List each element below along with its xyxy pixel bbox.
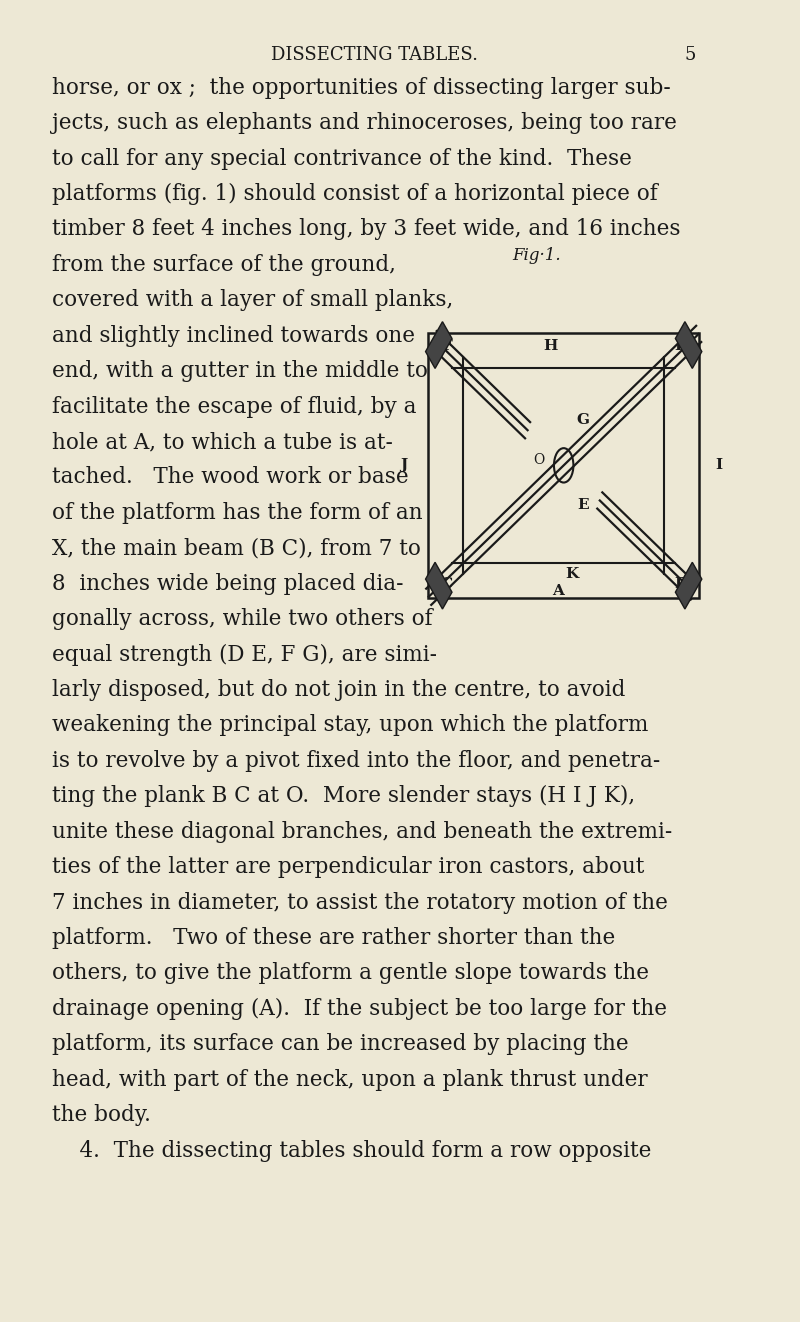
Text: jects, such as elephants and rhinoceroses, being too rare: jects, such as elephants and rhinocerose… xyxy=(52,112,678,134)
Text: K: K xyxy=(566,567,578,580)
Text: ting the plank B C at O.  More slender stays (H I J K),: ting the plank B C at O. More slender st… xyxy=(52,785,635,808)
Polygon shape xyxy=(426,321,452,369)
Text: O: O xyxy=(534,453,545,467)
Text: 8  inches wide being placed dia-: 8 inches wide being placed dia- xyxy=(52,572,404,595)
Text: weakening the principal stay, upon which the platform: weakening the principal stay, upon which… xyxy=(52,714,649,736)
Text: Fig·1.: Fig·1. xyxy=(513,247,561,264)
Text: equal strength (D E, F G), are simi-: equal strength (D E, F G), are simi- xyxy=(52,644,438,666)
Text: timber 8 feet 4 inches long, by 3 feet wide, and 16 inches: timber 8 feet 4 inches long, by 3 feet w… xyxy=(52,218,681,241)
Text: A: A xyxy=(552,584,564,598)
Polygon shape xyxy=(675,562,702,609)
Text: D: D xyxy=(674,578,687,591)
Text: DISSECTING TABLES.: DISSECTING TABLES. xyxy=(270,46,478,65)
Text: of the platform has the form of an: of the platform has the form of an xyxy=(52,502,423,524)
Text: platform, its surface can be increased by placing the: platform, its surface can be increased b… xyxy=(52,1034,629,1055)
Text: X, the main beam (B C), from 7 to: X, the main beam (B C), from 7 to xyxy=(52,537,422,559)
Text: head, with part of the neck, upon a plank thrust under: head, with part of the neck, upon a plan… xyxy=(52,1068,648,1091)
Text: 5: 5 xyxy=(684,46,696,65)
Text: platforms (fig. 1) should consist of a horizontal piece of: platforms (fig. 1) should consist of a h… xyxy=(52,182,658,205)
Text: gonally across, while two others of: gonally across, while two others of xyxy=(52,608,433,631)
Text: from the surface of the ground,: from the surface of the ground, xyxy=(52,254,396,276)
Text: hole at A, to which a tube is at-: hole at A, to which a tube is at- xyxy=(52,431,394,453)
Text: ties of the latter are perpendicular iron castors, about: ties of the latter are perpendicular iro… xyxy=(52,857,645,878)
Text: F: F xyxy=(442,340,452,353)
Text: H: H xyxy=(543,340,558,353)
Text: the body.: the body. xyxy=(52,1104,151,1126)
Text: and slightly inclined towards one: and slightly inclined towards one xyxy=(52,325,415,346)
Text: platform.   Two of these are rather shorter than the: platform. Two of these are rather shorte… xyxy=(52,927,616,949)
Text: C: C xyxy=(441,578,453,591)
Text: drainage opening (A).  If the subject be too large for the: drainage opening (A). If the subject be … xyxy=(52,998,667,1021)
Text: larly disposed, but do not join in the centre, to avoid: larly disposed, but do not join in the c… xyxy=(52,680,626,701)
Text: others, to give the platform a gentle slope towards the: others, to give the platform a gentle sl… xyxy=(52,962,650,985)
Text: facilitate the escape of fluid, by a: facilitate the escape of fluid, by a xyxy=(52,395,417,418)
Text: E: E xyxy=(577,498,589,512)
Text: horse, or ox ;  the opportunities of dissecting larger sub-: horse, or ox ; the opportunities of diss… xyxy=(52,77,671,99)
Text: end, with a gutter in the middle to: end, with a gutter in the middle to xyxy=(52,360,428,382)
Text: B: B xyxy=(674,340,687,353)
Text: covered with a layer of small planks,: covered with a layer of small planks, xyxy=(52,290,454,311)
Text: 7 inches in diameter, to assist the rotatory motion of the: 7 inches in diameter, to assist the rota… xyxy=(52,891,668,914)
Text: J: J xyxy=(400,459,407,472)
Text: I: I xyxy=(715,459,722,472)
Text: tached.   The wood work or base: tached. The wood work or base xyxy=(52,467,409,488)
Text: to call for any special contrivance of the kind.  These: to call for any special contrivance of t… xyxy=(52,148,632,169)
Polygon shape xyxy=(675,321,702,369)
Text: unite these diagonal branches, and beneath the extremi-: unite these diagonal branches, and benea… xyxy=(52,821,673,842)
Text: is to revolve by a pivot fixed into the floor, and penetra-: is to revolve by a pivot fixed into the … xyxy=(52,750,661,772)
Text: G: G xyxy=(576,414,590,427)
Polygon shape xyxy=(426,562,452,609)
Text: 4.  The dissecting tables should form a row opposite: 4. The dissecting tables should form a r… xyxy=(52,1140,652,1162)
